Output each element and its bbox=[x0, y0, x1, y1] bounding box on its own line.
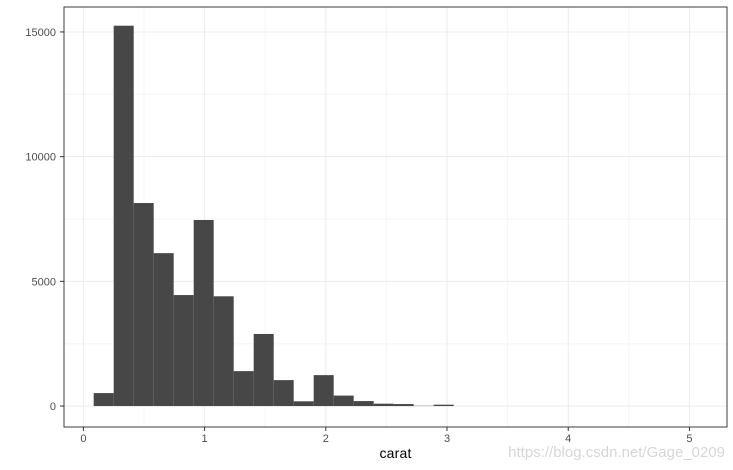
histogram-bar bbox=[333, 395, 354, 407]
histogram-bar bbox=[153, 253, 174, 407]
x-tick-label: 2 bbox=[323, 433, 329, 445]
x-tick-label: 3 bbox=[444, 433, 450, 445]
histogram-bar bbox=[433, 404, 454, 407]
histogram-bar bbox=[393, 404, 414, 407]
histogram-bar bbox=[253, 333, 274, 407]
histogram-bar bbox=[313, 375, 334, 407]
y-tick-label: 0 bbox=[50, 401, 56, 413]
panel-border bbox=[63, 6, 728, 428]
y-tick-label: 5000 bbox=[32, 276, 56, 288]
histogram-bar bbox=[113, 25, 134, 407]
x-tick-label: 0 bbox=[80, 433, 86, 445]
histogram-bar bbox=[373, 403, 394, 407]
histogram-bar bbox=[353, 401, 374, 407]
y-tick-label: 15000 bbox=[25, 27, 56, 39]
histogram-bar bbox=[193, 219, 214, 407]
histogram-bar bbox=[213, 296, 234, 407]
x-tick-label: 4 bbox=[565, 433, 571, 445]
watermark-text: https://blog.csdn.net/Gage_0209 bbox=[508, 444, 725, 461]
histogram-bar bbox=[93, 393, 114, 407]
histogram-bar bbox=[293, 401, 314, 407]
y-tick-label: 10000 bbox=[25, 152, 56, 164]
x-tick-label: 5 bbox=[686, 433, 692, 445]
histogram-bar bbox=[233, 371, 254, 407]
histogram-bar bbox=[173, 295, 194, 407]
x-axis-title: carat bbox=[379, 445, 412, 461]
x-tick-label: 1 bbox=[202, 433, 208, 445]
histogram-bar bbox=[133, 203, 154, 407]
histogram-bar bbox=[273, 380, 294, 407]
